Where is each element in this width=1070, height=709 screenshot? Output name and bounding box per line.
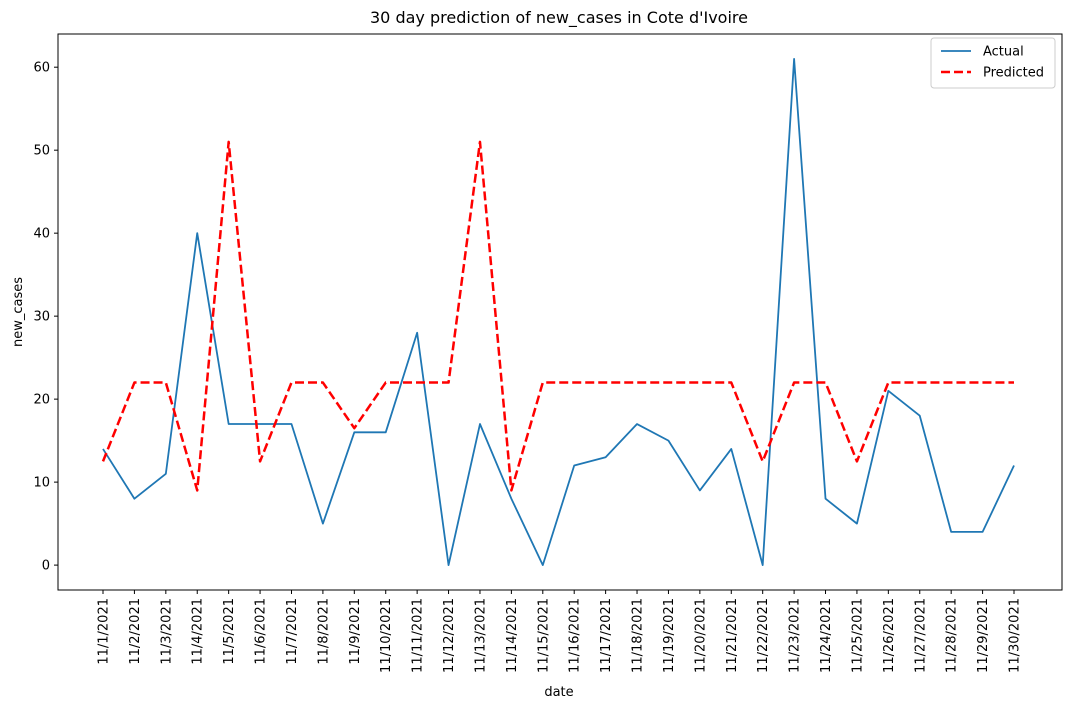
x-tick-label: 11/26/2021 <box>882 598 897 673</box>
x-tick-label: 11/14/2021 <box>505 598 520 673</box>
x-tick-label: 11/5/2021 <box>222 598 237 665</box>
y-axis: 0 10 20 30 40 50 60 <box>33 61 58 574</box>
y-tick-label: 10 <box>33 476 50 491</box>
x-tick-label: 11/17/2021 <box>599 598 614 673</box>
y-tick-label: 60 <box>33 61 50 76</box>
x-axis-label: date <box>544 685 573 700</box>
x-tick-label: 11/16/2021 <box>568 598 583 673</box>
x-tick-label: 11/2/2021 <box>128 598 143 665</box>
y-tick-label: 40 <box>33 227 50 242</box>
y-tick-label: 30 <box>33 310 50 325</box>
x-tick-label: 11/30/2021 <box>1008 598 1023 673</box>
legend-label-predicted: Predicted <box>983 66 1044 81</box>
x-tick-label: 11/1/2021 <box>97 598 112 665</box>
x-tick-label: 11/11/2021 <box>411 598 426 673</box>
series-line-actual <box>102 58 1015 566</box>
x-tick-label: 11/9/2021 <box>348 598 363 665</box>
x-tick-label: 11/27/2021 <box>913 598 928 673</box>
y-tick-label: 50 <box>33 144 50 159</box>
x-axis: 11/1/2021 11/2/2021 11/3/2021 11/4/2021 11/5… <box>97 590 1023 673</box>
x-tick-label: 11/7/2021 <box>285 598 300 665</box>
x-tick-label: 11/13/2021 <box>473 598 488 673</box>
x-tick-label: 11/15/2021 <box>536 598 551 673</box>
plot-frame <box>57 33 1063 591</box>
x-tick-label: 11/21/2021 <box>725 598 740 673</box>
x-tick-label: 11/22/2021 <box>756 598 771 673</box>
legend-label-actual: Actual <box>983 45 1024 60</box>
series-line-predicted <box>101 140 1014 492</box>
x-tick-label: 11/19/2021 <box>662 598 677 673</box>
legend: Actual Predicted <box>930 37 1056 89</box>
x-tick-label: 11/25/2021 <box>850 598 865 673</box>
x-tick-label: 11/29/2021 <box>976 598 991 673</box>
x-tick-label: 11/10/2021 <box>379 598 394 673</box>
x-tick-label: 11/20/2021 <box>693 598 708 673</box>
x-tick-label: 11/3/2021 <box>159 598 174 665</box>
x-tick-label: 11/12/2021 <box>442 598 457 673</box>
chart-title: 30 day prediction of new_cases in Cote d… <box>370 8 748 28</box>
x-tick-label: 11/23/2021 <box>788 598 803 673</box>
x-tick-label: 11/6/2021 <box>254 598 269 665</box>
x-tick-label: 11/18/2021 <box>631 598 646 673</box>
y-tick-label: 0 <box>42 559 50 574</box>
x-tick-label: 11/24/2021 <box>819 598 834 673</box>
x-tick-label: 11/8/2021 <box>316 598 331 665</box>
y-tick-label: 20 <box>33 393 50 408</box>
y-axis-label: new_cases <box>11 277 26 347</box>
x-tick-label: 11/4/2021 <box>191 598 206 665</box>
series-lines <box>101 58 1015 566</box>
x-tick-label: 11/28/2021 <box>945 598 960 673</box>
